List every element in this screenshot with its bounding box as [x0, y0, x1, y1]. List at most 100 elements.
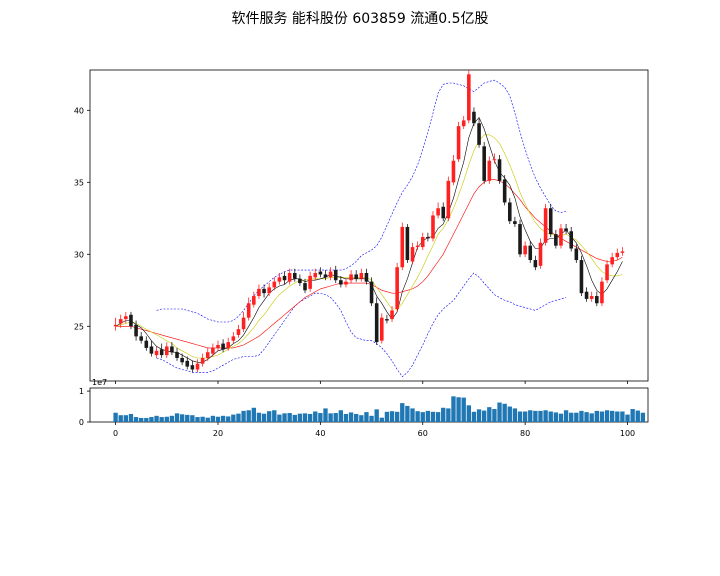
volume-bar [507, 406, 512, 422]
volume-bar [384, 411, 390, 422]
volume-bar [307, 413, 313, 422]
candle-body [272, 281, 277, 288]
volume-bar [118, 415, 123, 422]
candle-body [211, 347, 215, 354]
volume-bar [338, 410, 344, 422]
volume-bar [558, 413, 564, 422]
volume-bar [195, 417, 200, 422]
price-y-tick-label: 30 [74, 250, 84, 259]
volume-bar-series [113, 396, 646, 422]
volume-bar [569, 412, 574, 422]
volume-bar [133, 417, 139, 422]
volume-bar [174, 413, 180, 422]
volume-bar [169, 415, 175, 422]
volume-bar [615, 411, 620, 422]
candle-body [113, 324, 118, 327]
volume-bar [599, 411, 605, 422]
candle-body [154, 350, 159, 356]
x-tick-label: 40 [315, 429, 325, 438]
candle-body [579, 260, 584, 294]
candle-body [610, 257, 614, 265]
volume-bar [379, 417, 384, 422]
candle-body [431, 215, 435, 239]
candle-body [523, 245, 527, 255]
candle-body [124, 316, 128, 320]
volume-bar [574, 412, 579, 422]
boll-lower-line [156, 272, 567, 378]
volume-bar [159, 417, 164, 422]
volume-bar [522, 411, 528, 422]
volume-bar [563, 410, 569, 422]
volume-bar [231, 414, 236, 422]
volume-y-axis: 01 [79, 387, 90, 427]
candle-body [548, 208, 553, 235]
candle-body [502, 179, 507, 203]
x-tick-label: 80 [520, 429, 530, 438]
candle-body [461, 120, 466, 127]
candle-body [595, 296, 599, 304]
volume-bar [139, 417, 144, 422]
volume-bar [420, 412, 425, 422]
volume-bar [272, 410, 277, 422]
candle-body [420, 237, 425, 248]
candlestick-series [113, 70, 625, 373]
volume-bar [149, 417, 154, 422]
candle-body [134, 324, 138, 337]
candle-body [472, 111, 476, 124]
volume-bar [584, 412, 589, 422]
volume-bar [594, 410, 599, 422]
volume-bar [246, 410, 251, 422]
volume-bar [625, 414, 630, 422]
volume-bar [215, 416, 221, 422]
candle-body [410, 247, 415, 262]
volume-bar [261, 413, 267, 422]
volume-bar [364, 412, 369, 422]
candle-body [528, 245, 533, 261]
candle-body [257, 288, 261, 297]
price-y-tick-label: 40 [74, 106, 84, 115]
candle-body [492, 159, 497, 161]
candle-body [487, 160, 492, 181]
volume-bar [482, 410, 487, 422]
candle-body [507, 202, 512, 222]
candle-body [195, 363, 200, 370]
candle-body [267, 287, 271, 294]
volume-bar [302, 413, 308, 422]
volume-bar [123, 415, 129, 422]
candle-body [584, 291, 589, 299]
volume-bar [609, 410, 615, 422]
candle-body [605, 264, 609, 281]
volume-bar [487, 407, 492, 422]
volume-bar [164, 416, 169, 422]
volume-bar [297, 413, 303, 422]
volume-bar [236, 413, 241, 422]
price-axes-frame [89, 69, 649, 382]
volume-bar [144, 417, 149, 422]
candle-body [395, 267, 399, 310]
volume-bar [456, 397, 461, 422]
candle-body [175, 352, 179, 358]
volume-bar [451, 396, 456, 422]
x-axis: 0 20 40 60 80 100 [113, 381, 635, 438]
volume-bar [354, 413, 359, 422]
candle-body [349, 274, 353, 281]
volume-bar [630, 409, 635, 422]
candle-body [149, 346, 154, 354]
volume-bar [400, 403, 405, 422]
candle-body [467, 74, 471, 121]
volume-bar [185, 414, 190, 422]
candle-body [303, 283, 307, 291]
candle-body [543, 208, 548, 243]
candle-body [144, 340, 149, 348]
candle-body [451, 160, 456, 183]
candle-body [190, 365, 195, 370]
volume-bar [430, 411, 436, 422]
volume-bar [441, 407, 446, 422]
candle-body [185, 360, 190, 367]
volume-bar [205, 417, 210, 422]
volume-bar [251, 407, 256, 422]
candle-body [400, 226, 405, 268]
candle-body [364, 273, 369, 282]
